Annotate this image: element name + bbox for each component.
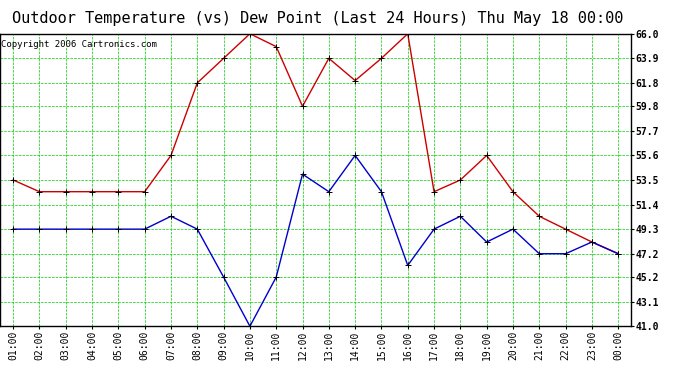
Text: Copyright 2006 Cartronics.com: Copyright 2006 Cartronics.com [1,40,157,49]
Text: Outdoor Temperature (vs) Dew Point (Last 24 Hours) Thu May 18 00:00: Outdoor Temperature (vs) Dew Point (Last… [12,11,623,26]
